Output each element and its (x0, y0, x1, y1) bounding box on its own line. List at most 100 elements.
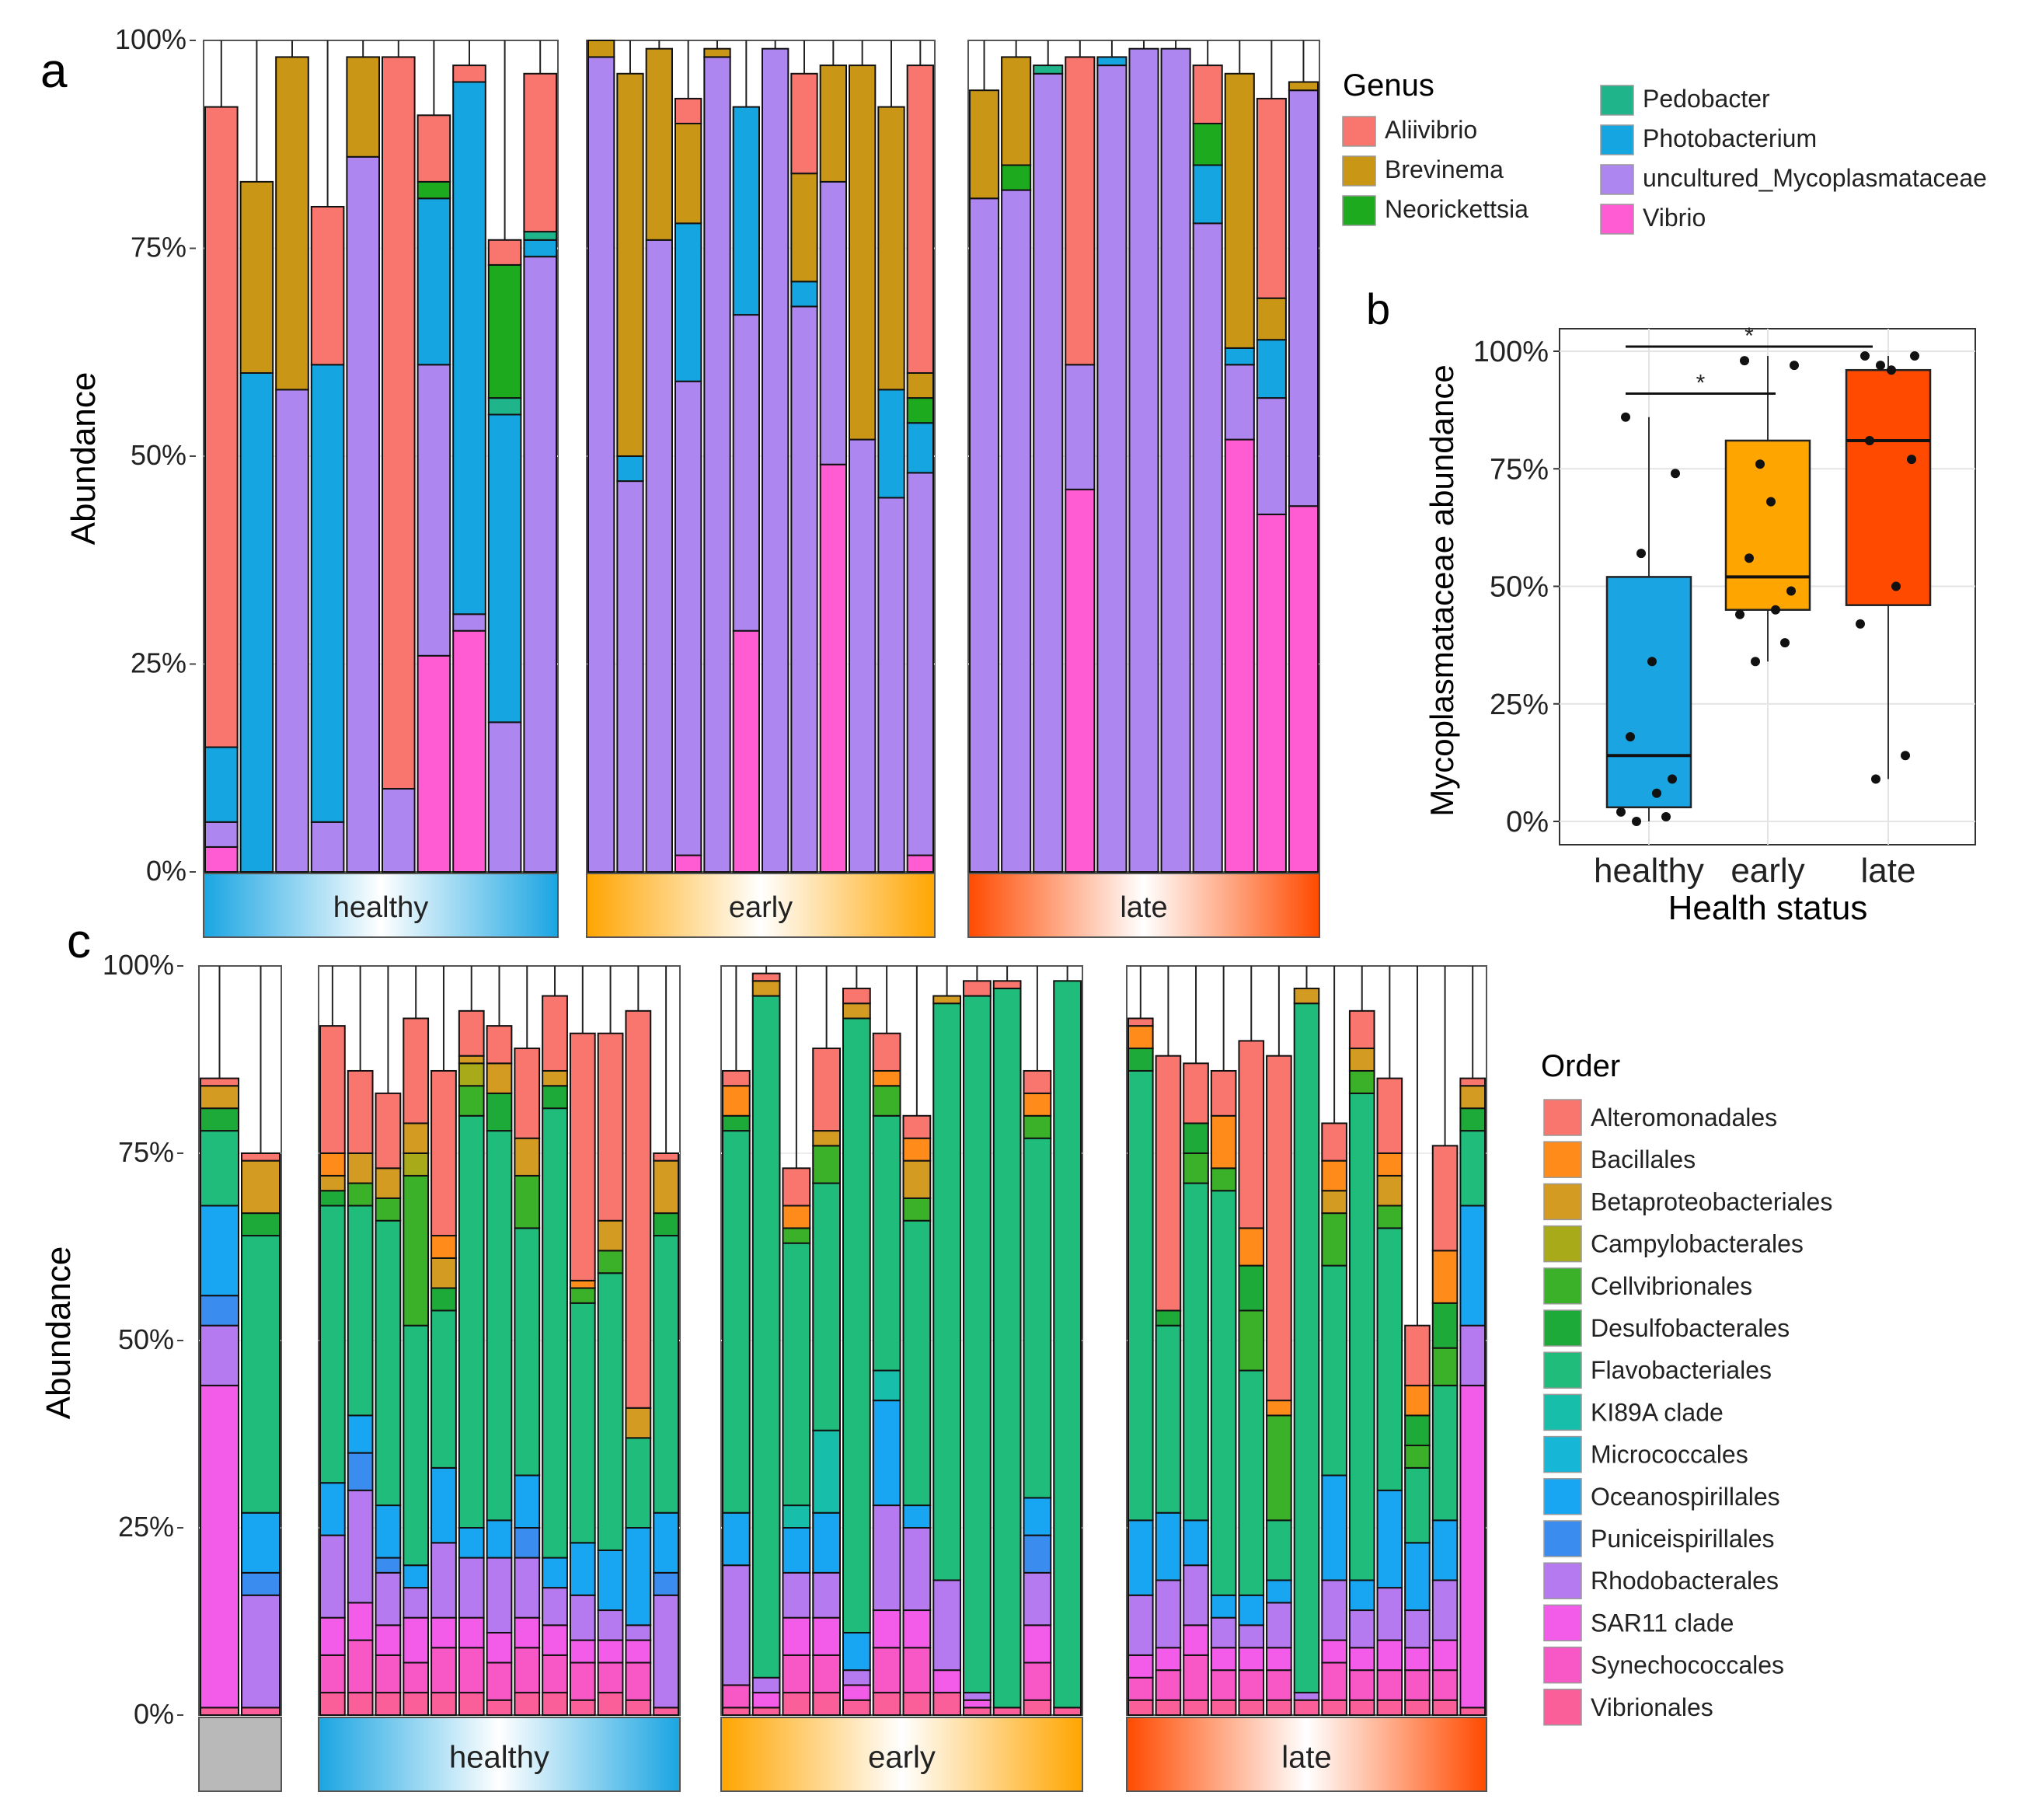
bar-segment-uncultured-mycoplasmataceae (877, 497, 905, 873)
bar-segment-aliivibrio (1192, 65, 1223, 124)
bar-segment-cellvibrionales (812, 1145, 841, 1184)
bar-segment-oceanospirillales (319, 1482, 346, 1536)
bar-segment-flavobacteriales (1023, 1137, 1052, 1499)
bar-segment-alteromonadales (872, 1032, 901, 1072)
bar-segment-sar11-clade (486, 1631, 513, 1664)
strip-healthy (203, 873, 559, 938)
bar-segment-vibrionales (1210, 1699, 1237, 1716)
bar-segment-betaproteobacteriales (542, 1069, 568, 1087)
bar-segment-flavobacteriales (375, 1219, 402, 1507)
bar-segment-alteromonadales (430, 1069, 457, 1237)
bar-segment-oceanospirillales (1023, 1497, 1052, 1536)
bar-segment-desulfobacterales (200, 1107, 239, 1132)
bar-water-2 (241, 1152, 281, 1717)
bar-segment-bacillales (1404, 1384, 1431, 1417)
bar-segment-bacillales (1376, 1152, 1403, 1177)
bar-segment-brevinema (969, 89, 1000, 200)
bar-segment-flavobacteriales (1404, 1466, 1431, 1544)
bar-segment-brevinema (849, 65, 877, 441)
legend-item-alteromonadales: Alteromonadales (1543, 1099, 1777, 1136)
bar-early-9 (963, 980, 992, 1717)
bar-segment-rhodobacterales (932, 1579, 961, 1672)
bar-segment-alteromonadales (1238, 1040, 1265, 1229)
legend-swatch-aliivibrio (1342, 116, 1376, 147)
bar-segment-betaproteobacteriales (486, 1062, 513, 1094)
bar-segment-betaproteobacteriales (319, 1174, 346, 1192)
bar-segment-flavobacteriales (1431, 1384, 1459, 1522)
bar-segment-pedobacter (487, 397, 522, 416)
bar-segment-vibrio (204, 845, 239, 873)
bar-segment-oceanospirillales (597, 1549, 624, 1612)
bar-segment-alteromonadales (1459, 1077, 1487, 1087)
data-point (1871, 774, 1880, 784)
data-point (1661, 811, 1671, 821)
bar-segment-flavobacteriales (486, 1130, 513, 1522)
bar-segment-brevinema (239, 180, 274, 374)
bar-segment-betaproteobacteriales (1348, 1048, 1375, 1072)
bar-segment-synechococcales (872, 1647, 901, 1694)
bar-segment-aliivibrio (523, 72, 558, 233)
bar-early-3 (782, 1167, 811, 1717)
bar-segment-vibrio (732, 629, 761, 873)
legend-swatch-micrococcales (1543, 1435, 1582, 1473)
bar-late-9 (1224, 72, 1255, 873)
bar-segment-vibrionales (932, 1692, 961, 1717)
panel-c: 0% 25% 50% 75% 100% healthy early late Alteromon… (103, 949, 1832, 1792)
bar-segment-flavobacteriales (403, 1324, 430, 1567)
bar-segment-bacillales (1266, 1400, 1292, 1417)
bar-segment-rhodobacterales (486, 1557, 513, 1633)
data-point (1668, 774, 1677, 784)
bar-segment-alteromonadales (1321, 1122, 1347, 1162)
panel-label-a: a (40, 44, 68, 98)
strip-label-healthy: healthy (333, 891, 429, 924)
legend-swatch-uncultured-mycoplasmataceae (1600, 164, 1634, 195)
bar-segment-uncultured-mycoplasmataceae (1033, 72, 1064, 873)
bar-segment-flavobacteriales (902, 1219, 932, 1507)
bar-healthy-13 (653, 1152, 680, 1717)
bar-segment-oceanospirillales (902, 1504, 932, 1529)
bar-segment-cellvibrionales (1431, 1347, 1459, 1386)
bar-segment-uncultured-mycoplasmataceae (969, 197, 1000, 873)
bar-segment-brevinema (645, 47, 674, 241)
legend-item-neorickettsia: Neorickettsia (1342, 195, 1528, 226)
bar-segment-sar11-clade (1376, 1639, 1403, 1672)
legend-label-vibrionales: Vibrionales (1591, 1693, 1713, 1721)
bar-segment-aliivibrio (487, 239, 522, 266)
panel-a: 0% 25% 50% 75% 100% healthy early late Aliivibri… (115, 23, 1987, 938)
bar-segment-oceanospirillales (569, 1542, 596, 1596)
bar-segment-flavobacteriales (1238, 1369, 1265, 1596)
bar-segment-rhodobacterales (872, 1504, 901, 1612)
bar-segment-neorickettsia (1001, 164, 1032, 191)
bar-segment-vibrionales (1238, 1699, 1265, 1716)
bar-segment-oceanospirillales (812, 1511, 841, 1574)
bar-segment-desulfobacterales (1128, 1048, 1154, 1072)
data-point (1632, 817, 1641, 826)
bar-segment-rhodobacterales (1155, 1579, 1182, 1649)
data-point (1876, 361, 1885, 371)
bar-segment-flavobacteriales (1210, 1190, 1237, 1596)
legend-swatch-synechococcales (1543, 1646, 1582, 1684)
bar-segment-sar11-clade (514, 1616, 541, 1649)
legend-label-brevinema: Brevinema (1385, 155, 1504, 183)
bar-healthy-8 (514, 1048, 541, 1717)
bar-segment-vibrionales (842, 1699, 871, 1716)
bar-early-6 (872, 1032, 901, 1717)
bar-segment-uncultured-mycoplasmataceae (1096, 65, 1128, 873)
bar-segment-sar11-clade (1404, 1647, 1431, 1672)
bar-early-2 (751, 972, 781, 1717)
bar-segment-sar11-clade (1431, 1639, 1459, 1672)
bar-segment-desulfobacterales (486, 1092, 513, 1132)
bar-segment-cellvibrionales (1376, 1205, 1403, 1229)
bar-segment-photobacterium (1224, 347, 1255, 366)
bar-early-4 (812, 1048, 841, 1717)
box-iqr-late (1845, 368, 1932, 606)
bar-segment-sar11-clade (347, 1602, 374, 1641)
bar-segment-sar11-clade (569, 1639, 596, 1664)
bar-segment-betaproteobacteriales (1293, 987, 1320, 1005)
bar-segment-synechococcales (486, 1661, 513, 1701)
legend-swatch-campylobacterales (1543, 1225, 1582, 1263)
bar-segment-flavobacteriales (458, 1114, 485, 1529)
bar-segment-synechococcales (514, 1647, 541, 1694)
bar-group-early: early (586, 40, 936, 938)
bar-segment-puniceispirillales (347, 1452, 374, 1491)
